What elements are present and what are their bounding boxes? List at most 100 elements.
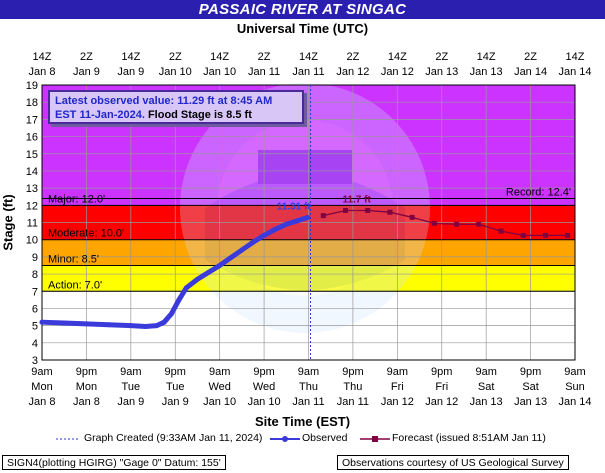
legend-observed-label: Observed (302, 432, 348, 444)
bottom-tick-time: 9pm (431, 366, 452, 378)
bottom-tick-time: 9am (209, 366, 230, 378)
y-tick-label: 11 (27, 218, 38, 230)
value-annotation: 11.31 ft (277, 202, 312, 213)
top-tick-date: Jan 11 (292, 66, 324, 78)
top-tick-time: 2Z (258, 51, 271, 63)
value-annotation: 11.7 ft (342, 194, 371, 205)
observed-point (194, 276, 200, 282)
top-tick-date: Jan 12 (336, 66, 369, 78)
top-axis-title: Universal Time (UTC) (236, 21, 369, 36)
bottom-tick-time: 9am (475, 366, 496, 378)
y-tick-label: 15 (26, 149, 38, 161)
forecast-point (365, 207, 371, 213)
observed-line (39, 215, 311, 329)
legend-forecast-icon (360, 436, 390, 442)
y-tick-label: 7 (32, 286, 38, 298)
bottom-tick-day: Tue (122, 381, 141, 393)
forecast-point (498, 228, 504, 234)
top-tick-date: Jan 10 (203, 66, 236, 78)
observed-point (272, 226, 278, 232)
observed-point (217, 262, 223, 268)
y-tick-label: 14 (26, 166, 38, 178)
observed-point (176, 297, 182, 303)
bottom-tick-date: Jan 12 (381, 396, 414, 408)
bottom-tick-day: Thu (343, 381, 362, 393)
observed-point (83, 321, 89, 327)
bottom-tick-time: 9am (31, 366, 52, 378)
y-tick-label: 16 (26, 132, 38, 144)
latest-observation-box: Latest observed value: 11.29 ft at 8:45 … (48, 90, 304, 124)
forecast-point (454, 221, 460, 227)
threshold-label: Action: 7.0' (48, 279, 102, 291)
forecast-point (431, 220, 437, 226)
top-tick-time: 14Z (388, 51, 407, 63)
top-tick-date: Jan 13 (425, 66, 458, 78)
top-tick-date: Jan 14 (514, 66, 547, 78)
threshold-label: Moderate: 10.0' (48, 228, 124, 240)
footer-courtesy: Observations courtesy of US Geological S… (337, 455, 569, 470)
top-tick-date: Jan 11 (248, 66, 280, 78)
observed-point (283, 221, 289, 227)
bottom-tick-time: 9am (387, 366, 408, 378)
bottom-tick-day: Wed (253, 381, 275, 393)
y-axis-title: Stage (ft) (0, 194, 16, 251)
top-tick-time: 2Z (169, 51, 182, 63)
top-tick-time: 2Z (524, 51, 537, 63)
observed-point (39, 319, 45, 325)
bottom-tick-date: Jan 11 (337, 396, 369, 408)
bottom-tick-time: 9am (120, 366, 141, 378)
y-tick-label: 8 (32, 269, 38, 281)
latest-value-text: Latest observed value: 11.29 ft at 8:45 … (55, 95, 273, 107)
bottom-tick-time: 9pm (520, 366, 541, 378)
bottom-tick-day: Thu (299, 381, 318, 393)
plot-border (41, 84, 576, 361)
title-banner: PASSAIC RIVER AT SINGAC (0, 0, 605, 19)
bottom-tick-date: Jan 13 (470, 396, 503, 408)
bottom-tick-day: Fri (391, 381, 404, 393)
top-tick-time: 14Z (477, 51, 496, 63)
flood-stage-text: Flood Stage is 8.5 ft (144, 109, 252, 121)
observed-point (161, 319, 167, 325)
bottom-tick-date: Jan 14 (558, 396, 591, 408)
top-tick-time: 2Z (435, 51, 448, 63)
bottom-tick-date: Jan 10 (203, 396, 236, 408)
bottom-tick-day: Sat (478, 381, 495, 393)
observed-point (143, 323, 149, 329)
top-tick-date: Jan 10 (159, 66, 192, 78)
observed-point (250, 239, 256, 245)
forecast-point (343, 207, 349, 213)
bottom-tick-time: 9pm (253, 366, 274, 378)
observed-point (206, 269, 212, 275)
observed-point (305, 215, 311, 221)
bottom-tick-day: Wed (208, 381, 230, 393)
top-tick-time: 14Z (33, 51, 52, 63)
top-tick-time: 14Z (121, 51, 140, 63)
y-tick-label: 13 (26, 183, 38, 195)
top-tick-date: Jan 12 (381, 66, 414, 78)
observed-point (154, 323, 160, 329)
observed-point (169, 311, 175, 317)
y-tick-label: 17 (26, 114, 38, 126)
bottom-tick-time: 9pm (342, 366, 363, 378)
bottom-tick-date: Jan 8 (73, 396, 100, 408)
bottom-tick-day: Tue (166, 381, 185, 393)
forecast-point (542, 232, 548, 238)
top-tick-time: 2Z (80, 51, 93, 63)
y-tick-label: 6 (32, 303, 38, 315)
footer-datum: SIGN4(plotting HGIRG) "Gage 0" Datum: 15… (2, 455, 226, 470)
top-tick-time: 14Z (210, 51, 229, 63)
observed-point (261, 232, 267, 238)
bottom-tick-date: Jan 9 (117, 396, 144, 408)
observed-point (183, 285, 189, 291)
forecast-point (409, 214, 415, 220)
legend-created-line-icon (56, 438, 80, 440)
bottom-tick-day: Mon (31, 381, 52, 393)
forecast-line (323, 209, 568, 237)
bottom-tick-date: Jan 9 (162, 396, 189, 408)
bottom-tick-time: 9am (564, 366, 585, 378)
y-tick-label: 12 (26, 200, 38, 212)
bottom-tick-date: Jan 10 (248, 396, 281, 408)
top-tick-time: 14Z (299, 51, 318, 63)
bottom-tick-time: 9pm (165, 366, 186, 378)
